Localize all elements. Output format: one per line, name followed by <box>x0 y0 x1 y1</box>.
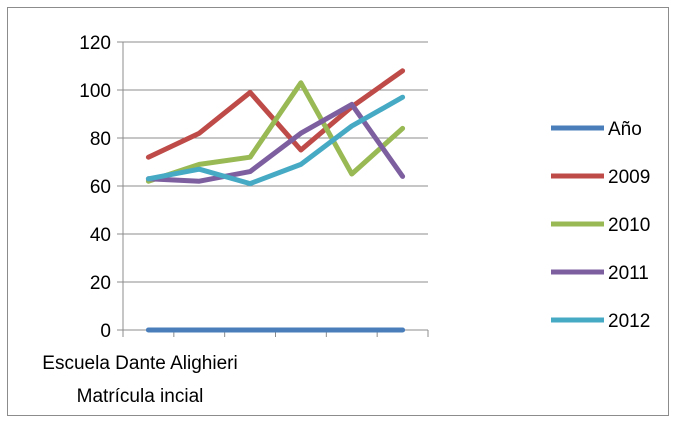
legend-label-2011: 2011 <box>608 263 649 284</box>
gridlines <box>123 41 428 283</box>
legend-label-Año: Año <box>608 119 642 140</box>
y-tick-label: 80 <box>90 129 111 150</box>
series-line-2010 <box>145 80 406 184</box>
y-tick-label: 0 <box>100 321 111 342</box>
series-line-2011 <box>145 101 406 184</box>
x-category-label: Escuela Dante Alighieri Matrícula incial <box>42 353 237 407</box>
y-tick-labels: 0 20 40 60 80 100 120 <box>79 33 111 342</box>
chart-area: 0 20 40 60 80 100 120 Escuela Dante Alighieri M… <box>7 7 669 416</box>
line-chart: 0 20 40 60 80 100 120 Escuela Dante Alighieri M… <box>42 33 650 407</box>
y-tick-label: 20 <box>90 273 111 294</box>
y-tick-label: 60 <box>90 177 111 198</box>
series-lines <box>145 68 406 333</box>
legend: Año 2009 2010 2011 2012 <box>551 119 650 332</box>
y-tick-label: 120 <box>79 33 111 54</box>
series-line-2009 <box>145 68 406 160</box>
legend-label-2010: 2010 <box>608 215 650 236</box>
y-tick-label: 100 <box>79 81 111 102</box>
x-category-label-line: Matrícula incial <box>77 386 204 407</box>
x-category-label-line: Escuela Dante Alighieri <box>42 353 237 374</box>
y-tick-label: 40 <box>90 225 111 246</box>
legend-label-2009: 2009 <box>608 167 650 188</box>
series-line-2012 <box>145 94 406 187</box>
legend-label-2012: 2012 <box>608 311 650 332</box>
